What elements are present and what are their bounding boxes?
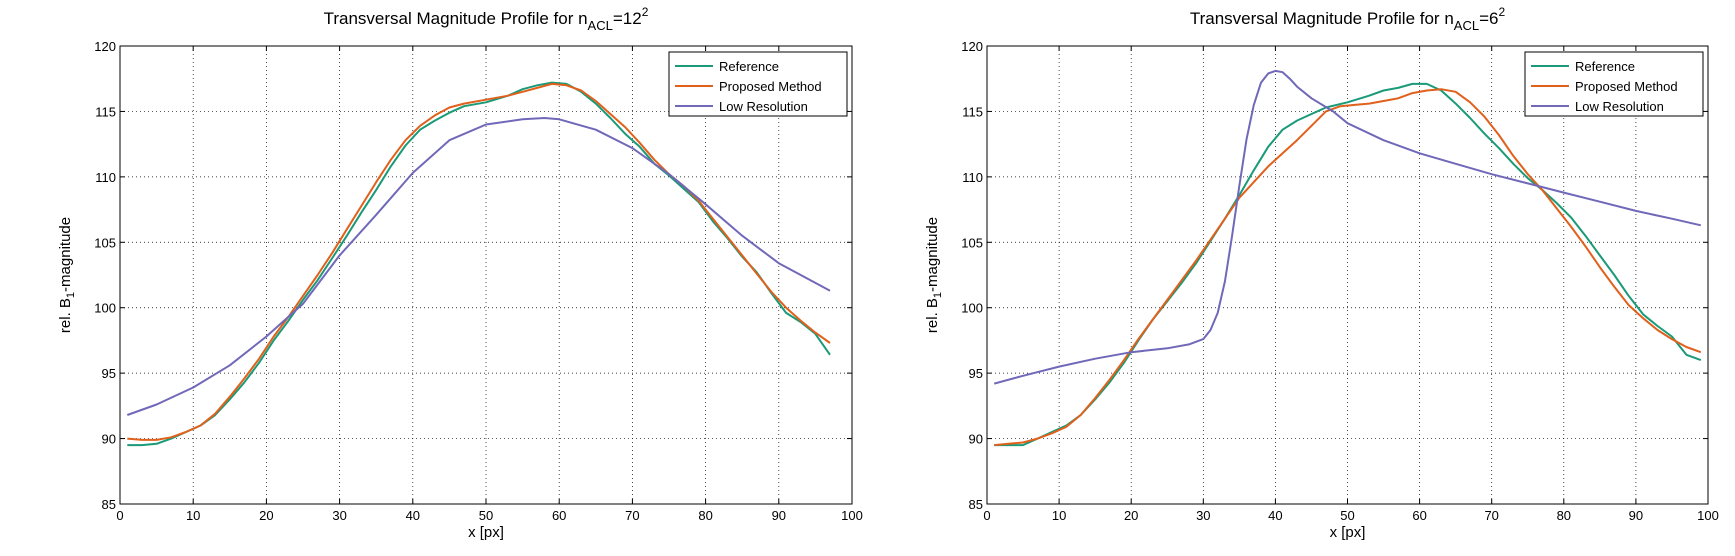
x-tick-label: 80 [1557, 508, 1571, 523]
chart-2: 0 10 20 30 40 50 60 70 80 90 100 85 90 95 100 105 110 115… [924, 5, 1719, 541]
legend: Reference Proposed Method Low Resolution [1524, 51, 1704, 117]
x-tick-label: 30 [332, 508, 346, 523]
series-line-low-resolution [993, 69, 1702, 385]
y-tick-label: 110 [95, 170, 116, 185]
series-line-proposed-method [127, 82, 831, 441]
x-axis-label: x [px] [468, 524, 504, 541]
y-tick-label: 105 [94, 235, 116, 250]
x-tick-label: 40 [1268, 508, 1282, 523]
x-tick-label: 70 [625, 508, 639, 523]
y-tick-label: 100 [94, 301, 116, 316]
y-tick-label: 100 [961, 301, 983, 316]
x-tick-label: 70 [1484, 508, 1498, 523]
legend-label: Proposed Method [719, 79, 822, 94]
series-line-low-resolution [126, 117, 831, 416]
x-tick-label: 50 [1340, 508, 1354, 523]
y-tick-label: 110 [962, 170, 983, 185]
x-tick-label: 60 [1412, 508, 1426, 523]
x-tick-label: 100 [1697, 508, 1719, 523]
x-tick-label: 10 [1052, 508, 1066, 523]
x-tick-label: 40 [406, 508, 420, 523]
x-tick-label: 0 [983, 508, 990, 523]
y-tick-label: 85 [102, 497, 116, 512]
y-axis-label: rel. B1-magnitude [57, 217, 77, 333]
x-tick-label: 30 [1196, 508, 1210, 523]
y-tick-label: 120 [94, 39, 116, 54]
legend-label: Low Resolution [1575, 99, 1664, 114]
y-tick-label: 115 [962, 104, 983, 119]
x-tick-label: 0 [116, 508, 123, 523]
y-tick-label: 90 [969, 432, 983, 447]
x-tick-label: 80 [698, 508, 712, 523]
chart-title: Transversal Magnitude Profile for nACL=6… [1190, 5, 1506, 33]
y-tick-label: 120 [961, 39, 983, 54]
x-tick-label: 90 [772, 508, 786, 523]
chart-1: 0 10 20 30 40 50 60 70 80 90 100 85 90 95 100 105 110 115… [57, 5, 863, 541]
y-tick-label: 85 [969, 497, 983, 512]
x-tick-label: 20 [1124, 508, 1138, 523]
y-axis-label: rel. B1-magnitude [924, 217, 944, 333]
legend-label: Reference [719, 59, 779, 74]
y-tick-label: 105 [961, 235, 983, 250]
legend: Reference Proposed Method Low Resolution [668, 51, 848, 117]
legend-label: Low Resolution [719, 99, 808, 114]
x-tick-label: 10 [186, 508, 200, 523]
y-tick-label: 95 [102, 366, 116, 381]
legend-label: Proposed Method [1575, 79, 1678, 94]
x-tick-label: 100 [841, 508, 863, 523]
x-tick-label: 90 [1629, 508, 1643, 523]
x-tick-label: 50 [479, 508, 493, 523]
x-tick-label: 20 [259, 508, 273, 523]
x-tick-label: 60 [552, 508, 566, 523]
chart-title: Transversal Magnitude Profile for nACL=1… [324, 5, 649, 33]
x-axis-label: x [px] [1330, 524, 1366, 541]
series-line-reference [994, 82, 1702, 447]
y-tick-label: 95 [969, 366, 983, 381]
series-line-reference [127, 81, 831, 447]
y-tick-label: 90 [102, 432, 116, 447]
legend-label: Reference [1575, 59, 1635, 74]
series-line-proposed-method [994, 88, 1702, 447]
y-tick-label: 115 [95, 104, 116, 119]
